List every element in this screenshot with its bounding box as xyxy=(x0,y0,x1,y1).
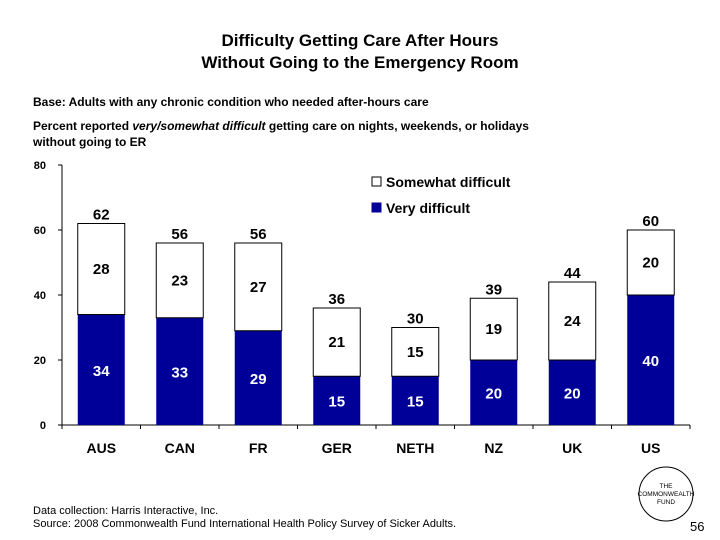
data-label-total: 60 xyxy=(642,213,659,230)
data-label-total: 36 xyxy=(328,291,345,308)
description-emphasis: very/somewhat difficult xyxy=(132,119,266,133)
logo-line-1: THE xyxy=(660,483,674,490)
logo-circle xyxy=(638,466,694,522)
bar-very-difficult xyxy=(77,314,125,425)
bar-very-difficult xyxy=(313,376,361,425)
x-category-label: US xyxy=(641,440,660,456)
bar-somewhat-difficult xyxy=(155,242,204,319)
data-label-very-difficult: 33 xyxy=(171,364,188,381)
x-category-label: AUS xyxy=(86,440,116,456)
bar-very-difficult xyxy=(234,330,282,425)
data-label-somewhat-difficult: 27 xyxy=(250,279,267,296)
bar-somewhat-difficult xyxy=(626,229,675,296)
data-label-total: 56 xyxy=(171,226,188,243)
x-category-label: UK xyxy=(562,440,582,456)
y-tick-label: 0 xyxy=(40,420,46,432)
data-label-somewhat-difficult: 19 xyxy=(485,321,502,338)
bar-somewhat-difficult xyxy=(77,223,126,315)
base-note: Base: Adults with any chronic condition … xyxy=(33,95,429,109)
footer-notes: Data collection: Harris Interactive, Inc… xyxy=(33,505,456,531)
legend-label-very-difficult: Very difficult xyxy=(386,200,470,216)
data-label-total: 44 xyxy=(564,265,581,282)
data-label-somewhat-difficult: 15 xyxy=(407,344,424,361)
bar-somewhat-difficult xyxy=(312,307,361,377)
bar-somewhat-difficult xyxy=(391,327,440,377)
data-collection-note: Data collection: Harris Interactive, Inc… xyxy=(33,505,219,517)
chart-description: Percent reported very/somewhat difficult… xyxy=(33,118,573,150)
commonwealth-fund-logo: THE COMMONWEALTH FUND xyxy=(638,466,695,522)
data-label-total: 30 xyxy=(407,311,424,328)
chart-title-line-2: Without Going to the Emergency Room xyxy=(201,53,519,72)
y-tick-label: 80 xyxy=(34,160,46,172)
legend-label-somewhat-difficult: Somewhat difficult xyxy=(386,174,511,190)
data-label-somewhat-difficult: 23 xyxy=(171,272,188,289)
x-category-label: GER xyxy=(322,440,352,456)
x-category-label: NETH xyxy=(396,440,434,456)
y-tick-label: 20 xyxy=(34,355,46,367)
bar-somewhat-difficult xyxy=(548,281,597,361)
y-tick-label: 60 xyxy=(34,225,46,237)
chart-title: Difficulty Getting Care After Hours With… xyxy=(100,30,620,74)
bar-very-difficult xyxy=(627,295,675,425)
description-suffix: getting care on nights, weekends, or hol… xyxy=(33,119,529,149)
description-prefix: Percent reported xyxy=(33,119,133,133)
data-label-very-difficult: 40 xyxy=(642,353,659,370)
source-note: Source: 2008 Commonwealth Fund Internati… xyxy=(33,518,457,530)
data-label-very-difficult: 15 xyxy=(328,394,345,411)
data-label-somewhat-difficult: 24 xyxy=(564,313,581,330)
x-category-label: CAN xyxy=(165,440,195,456)
chart-title-line-1: Difficulty Getting Care After Hours xyxy=(221,31,499,50)
data-label-total: 62 xyxy=(93,207,110,224)
bar-very-difficult xyxy=(391,376,439,425)
x-category-label: NZ xyxy=(484,440,503,456)
y-tick-label: 40 xyxy=(34,290,46,302)
bar-somewhat-difficult xyxy=(469,297,518,361)
legend-swatch-somewhat-difficult xyxy=(371,176,382,187)
data-label-very-difficult: 20 xyxy=(564,386,581,403)
data-label-very-difficult: 15 xyxy=(407,394,424,411)
legend-swatch-very-difficult xyxy=(371,202,382,213)
data-label-total: 39 xyxy=(485,281,502,298)
data-label-somewhat-difficult: 28 xyxy=(93,261,110,278)
bar-very-difficult xyxy=(156,317,204,425)
logo-line-2: COMMONWEALTH xyxy=(638,491,695,498)
bar-somewhat-difficult xyxy=(234,242,283,332)
data-label-very-difficult: 29 xyxy=(250,371,267,388)
data-label-total: 56 xyxy=(250,226,267,243)
data-label-very-difficult: 34 xyxy=(93,363,110,380)
data-label-somewhat-difficult: 21 xyxy=(328,334,345,351)
x-category-label: FR xyxy=(249,440,268,456)
logo-line-3: FUND xyxy=(657,499,675,506)
data-label-somewhat-difficult: 20 xyxy=(642,255,659,272)
bar-very-difficult xyxy=(548,360,596,425)
data-label-very-difficult: 20 xyxy=(485,386,502,403)
page-number: 56 xyxy=(690,519,705,534)
bar-very-difficult xyxy=(470,360,518,425)
